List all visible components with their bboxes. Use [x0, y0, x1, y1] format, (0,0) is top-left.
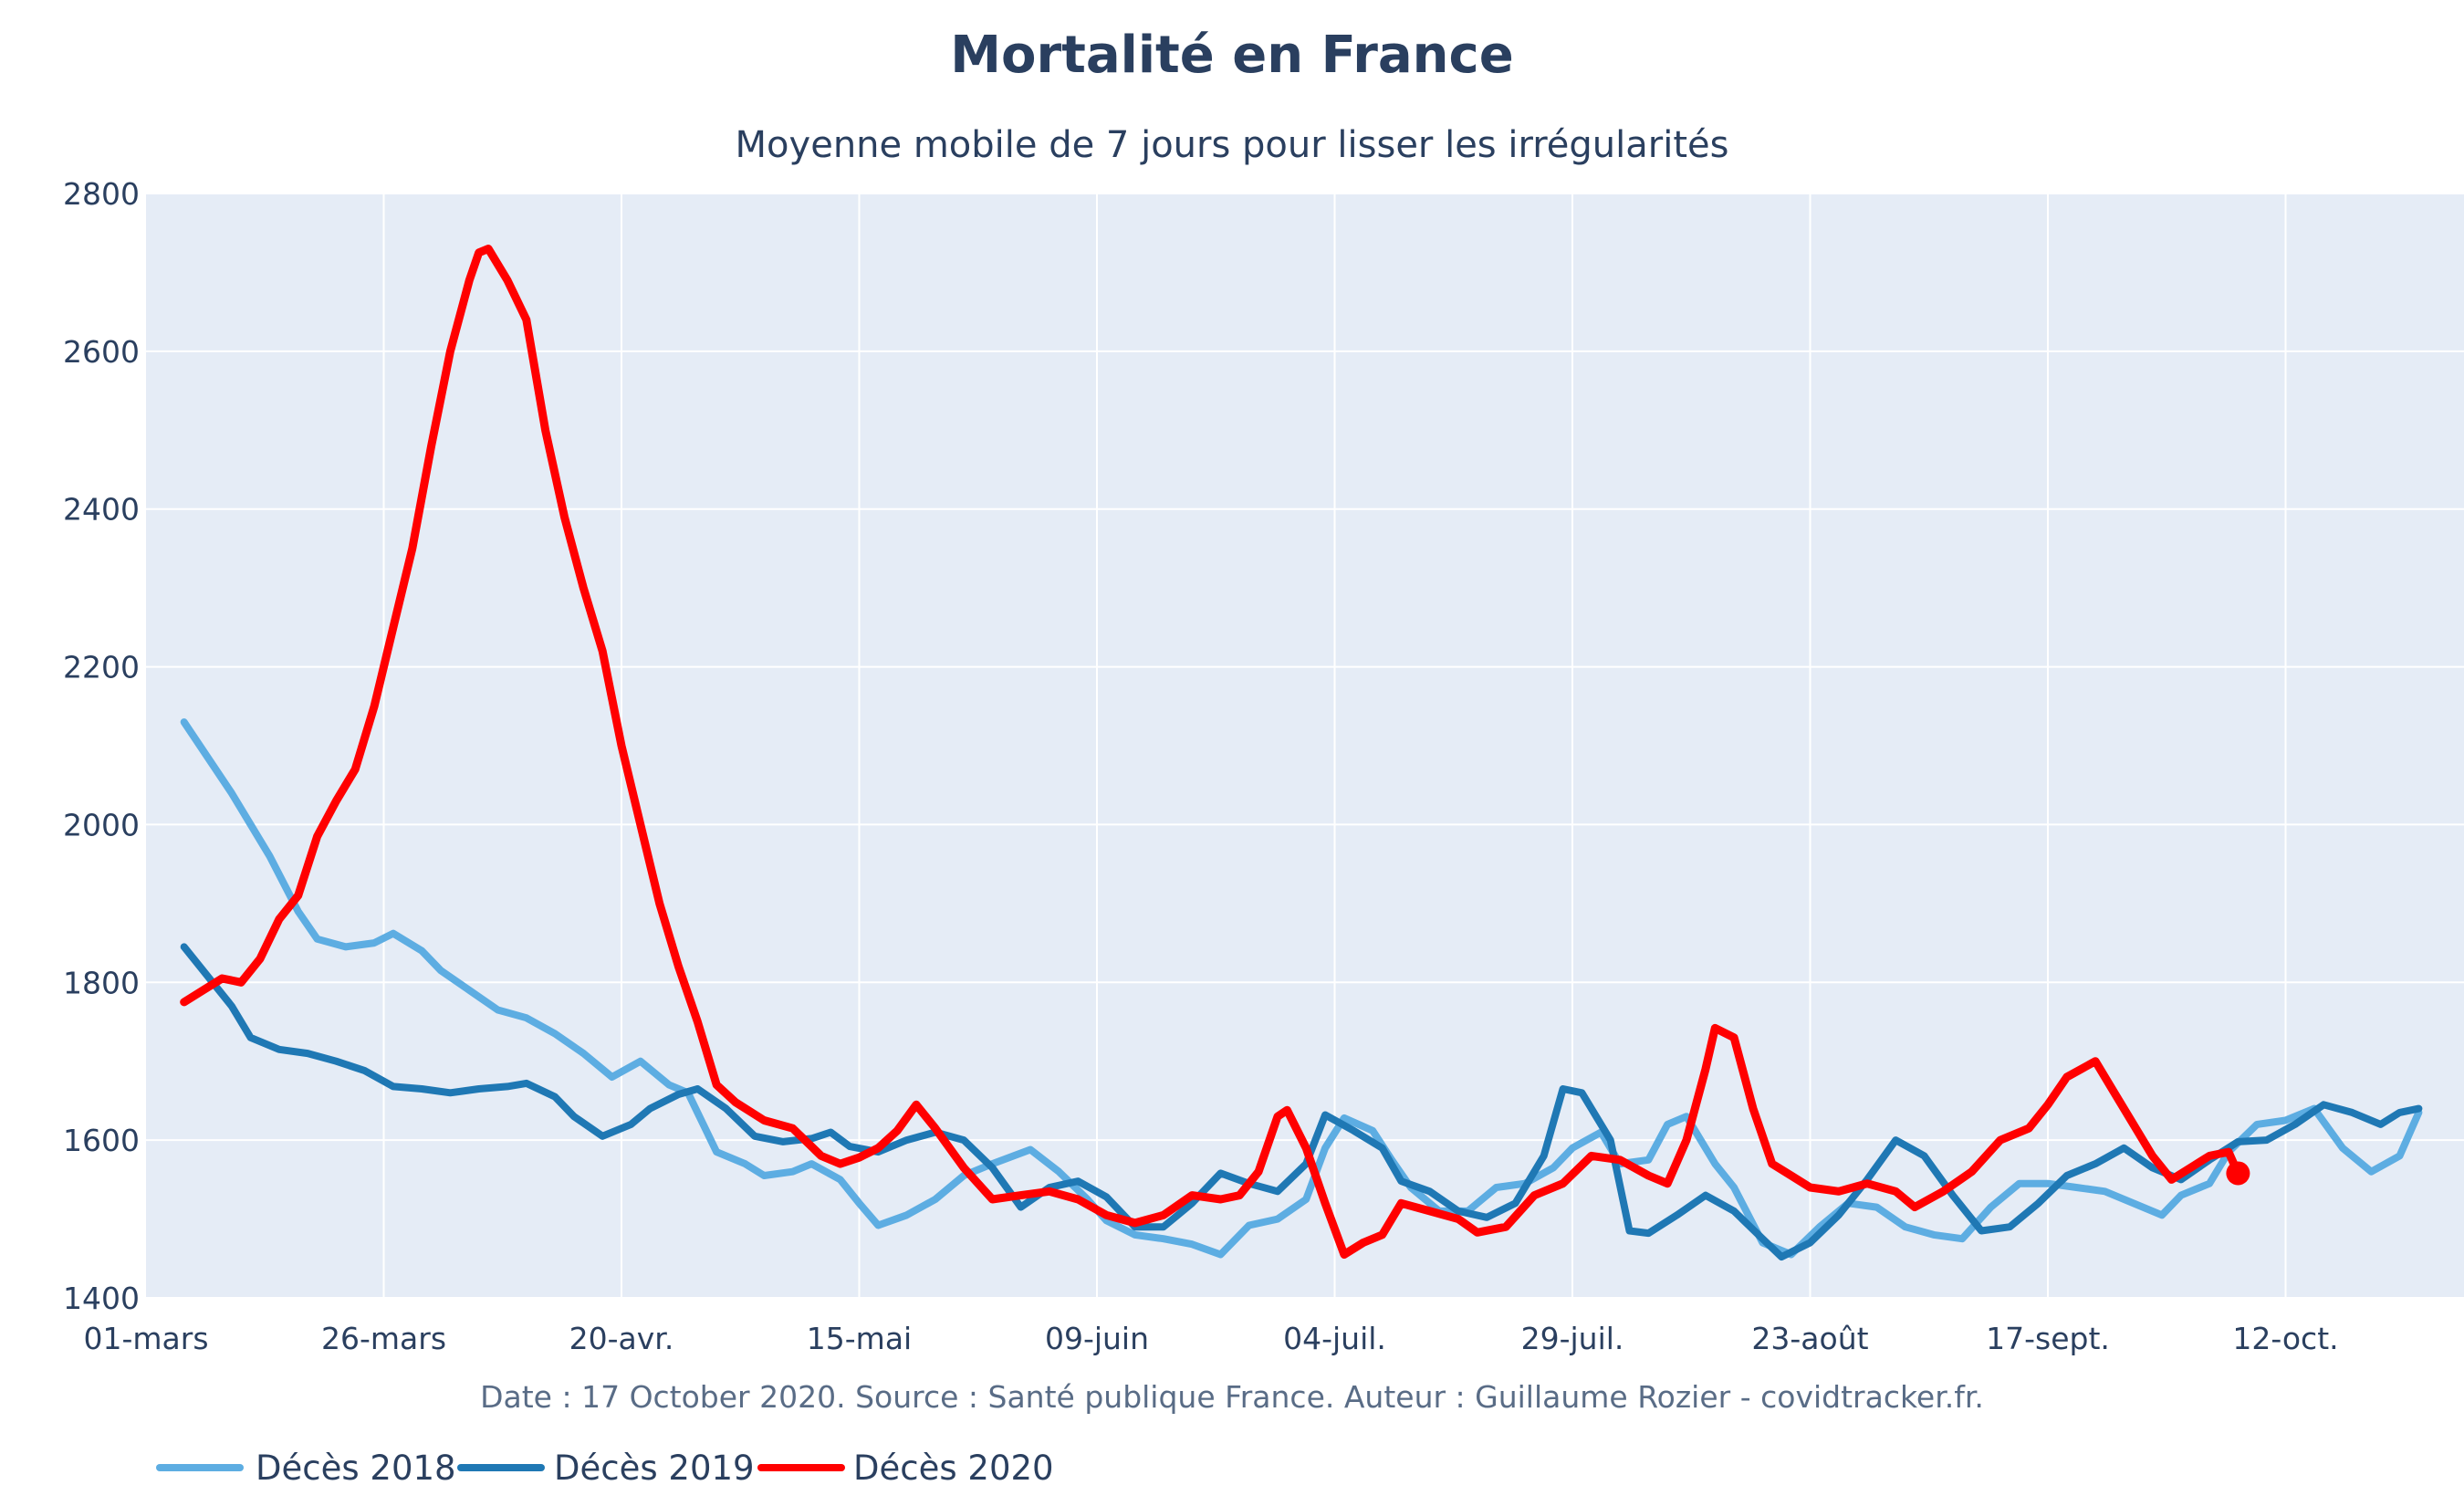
legend-item-2019[interactable]: Décès 2019 — [457, 1448, 755, 1488]
x-tick-label-4: 09-juin — [1045, 1321, 1149, 1356]
x-tick-label-0: 01-mars — [83, 1321, 208, 1356]
legend-item-2018[interactable]: Décès 2018 — [156, 1448, 456, 1488]
chart-subtitle: Moyenne mobile de 7 jours pour lisser le… — [736, 124, 1729, 166]
x-tick-label-7: 23-août — [1751, 1321, 1868, 1356]
legend: Décès 2018 Décès 2019 Décès 2020 — [156, 1448, 1054, 1488]
legend-label-2019: Décès 2019 — [554, 1448, 755, 1488]
x-gridlines — [382, 193, 2287, 1298]
x-tick-label-3: 15-mai — [807, 1321, 912, 1356]
x-tick-label-2: 20-avr. — [569, 1321, 674, 1356]
legend-item-2020[interactable]: Décès 2020 — [757, 1448, 1054, 1488]
series-line-2019 — [180, 943, 2423, 1261]
legend-label-2018: Décès 2018 — [256, 1448, 456, 1488]
y-tick-label-1600: 1600 — [63, 1123, 140, 1158]
x-axis-tick-labels: 01-mars 26-mars 20-avr. 15-mai 09-juin 04-jui… — [83, 1321, 2338, 1356]
y-tick-label-1800: 1800 — [63, 965, 140, 1000]
y-tick-label-2800: 2800 — [63, 176, 140, 212]
y-tick-label-1400: 1400 — [63, 1281, 140, 1316]
chart-title: Mortalité en France — [950, 26, 1513, 85]
x-tick-label-9: 12-oct. — [2232, 1321, 2338, 1356]
series-2020-last-point — [2226, 1161, 2250, 1186]
x-tick-label-6: 29-juil. — [1521, 1321, 1624, 1356]
source-note: Date : 17 October 2020. Source : Santé p… — [480, 1379, 1984, 1415]
y-tick-label-2200: 2200 — [63, 650, 140, 685]
series-line-2020 — [180, 245, 2242, 1259]
y-tick-label-2600: 2600 — [63, 334, 140, 370]
series-lines — [180, 245, 2423, 1261]
x-tick-label-1: 26-mars — [321, 1321, 446, 1356]
x-tick-label-5: 04-juil. — [1283, 1321, 1386, 1356]
y-tick-label-2000: 2000 — [63, 807, 140, 842]
y-axis-tick-labels: 1400 1600 1800 2000 2200 2400 2600 2800 — [63, 176, 140, 1316]
plot-background — [146, 193, 2464, 1298]
y-tick-label-2400: 2400 — [63, 492, 140, 528]
x-tick-label-8: 17-sept. — [1986, 1321, 2110, 1356]
legend-label-2020: Décès 2020 — [853, 1448, 1054, 1488]
series-line-2018 — [180, 718, 2423, 1259]
